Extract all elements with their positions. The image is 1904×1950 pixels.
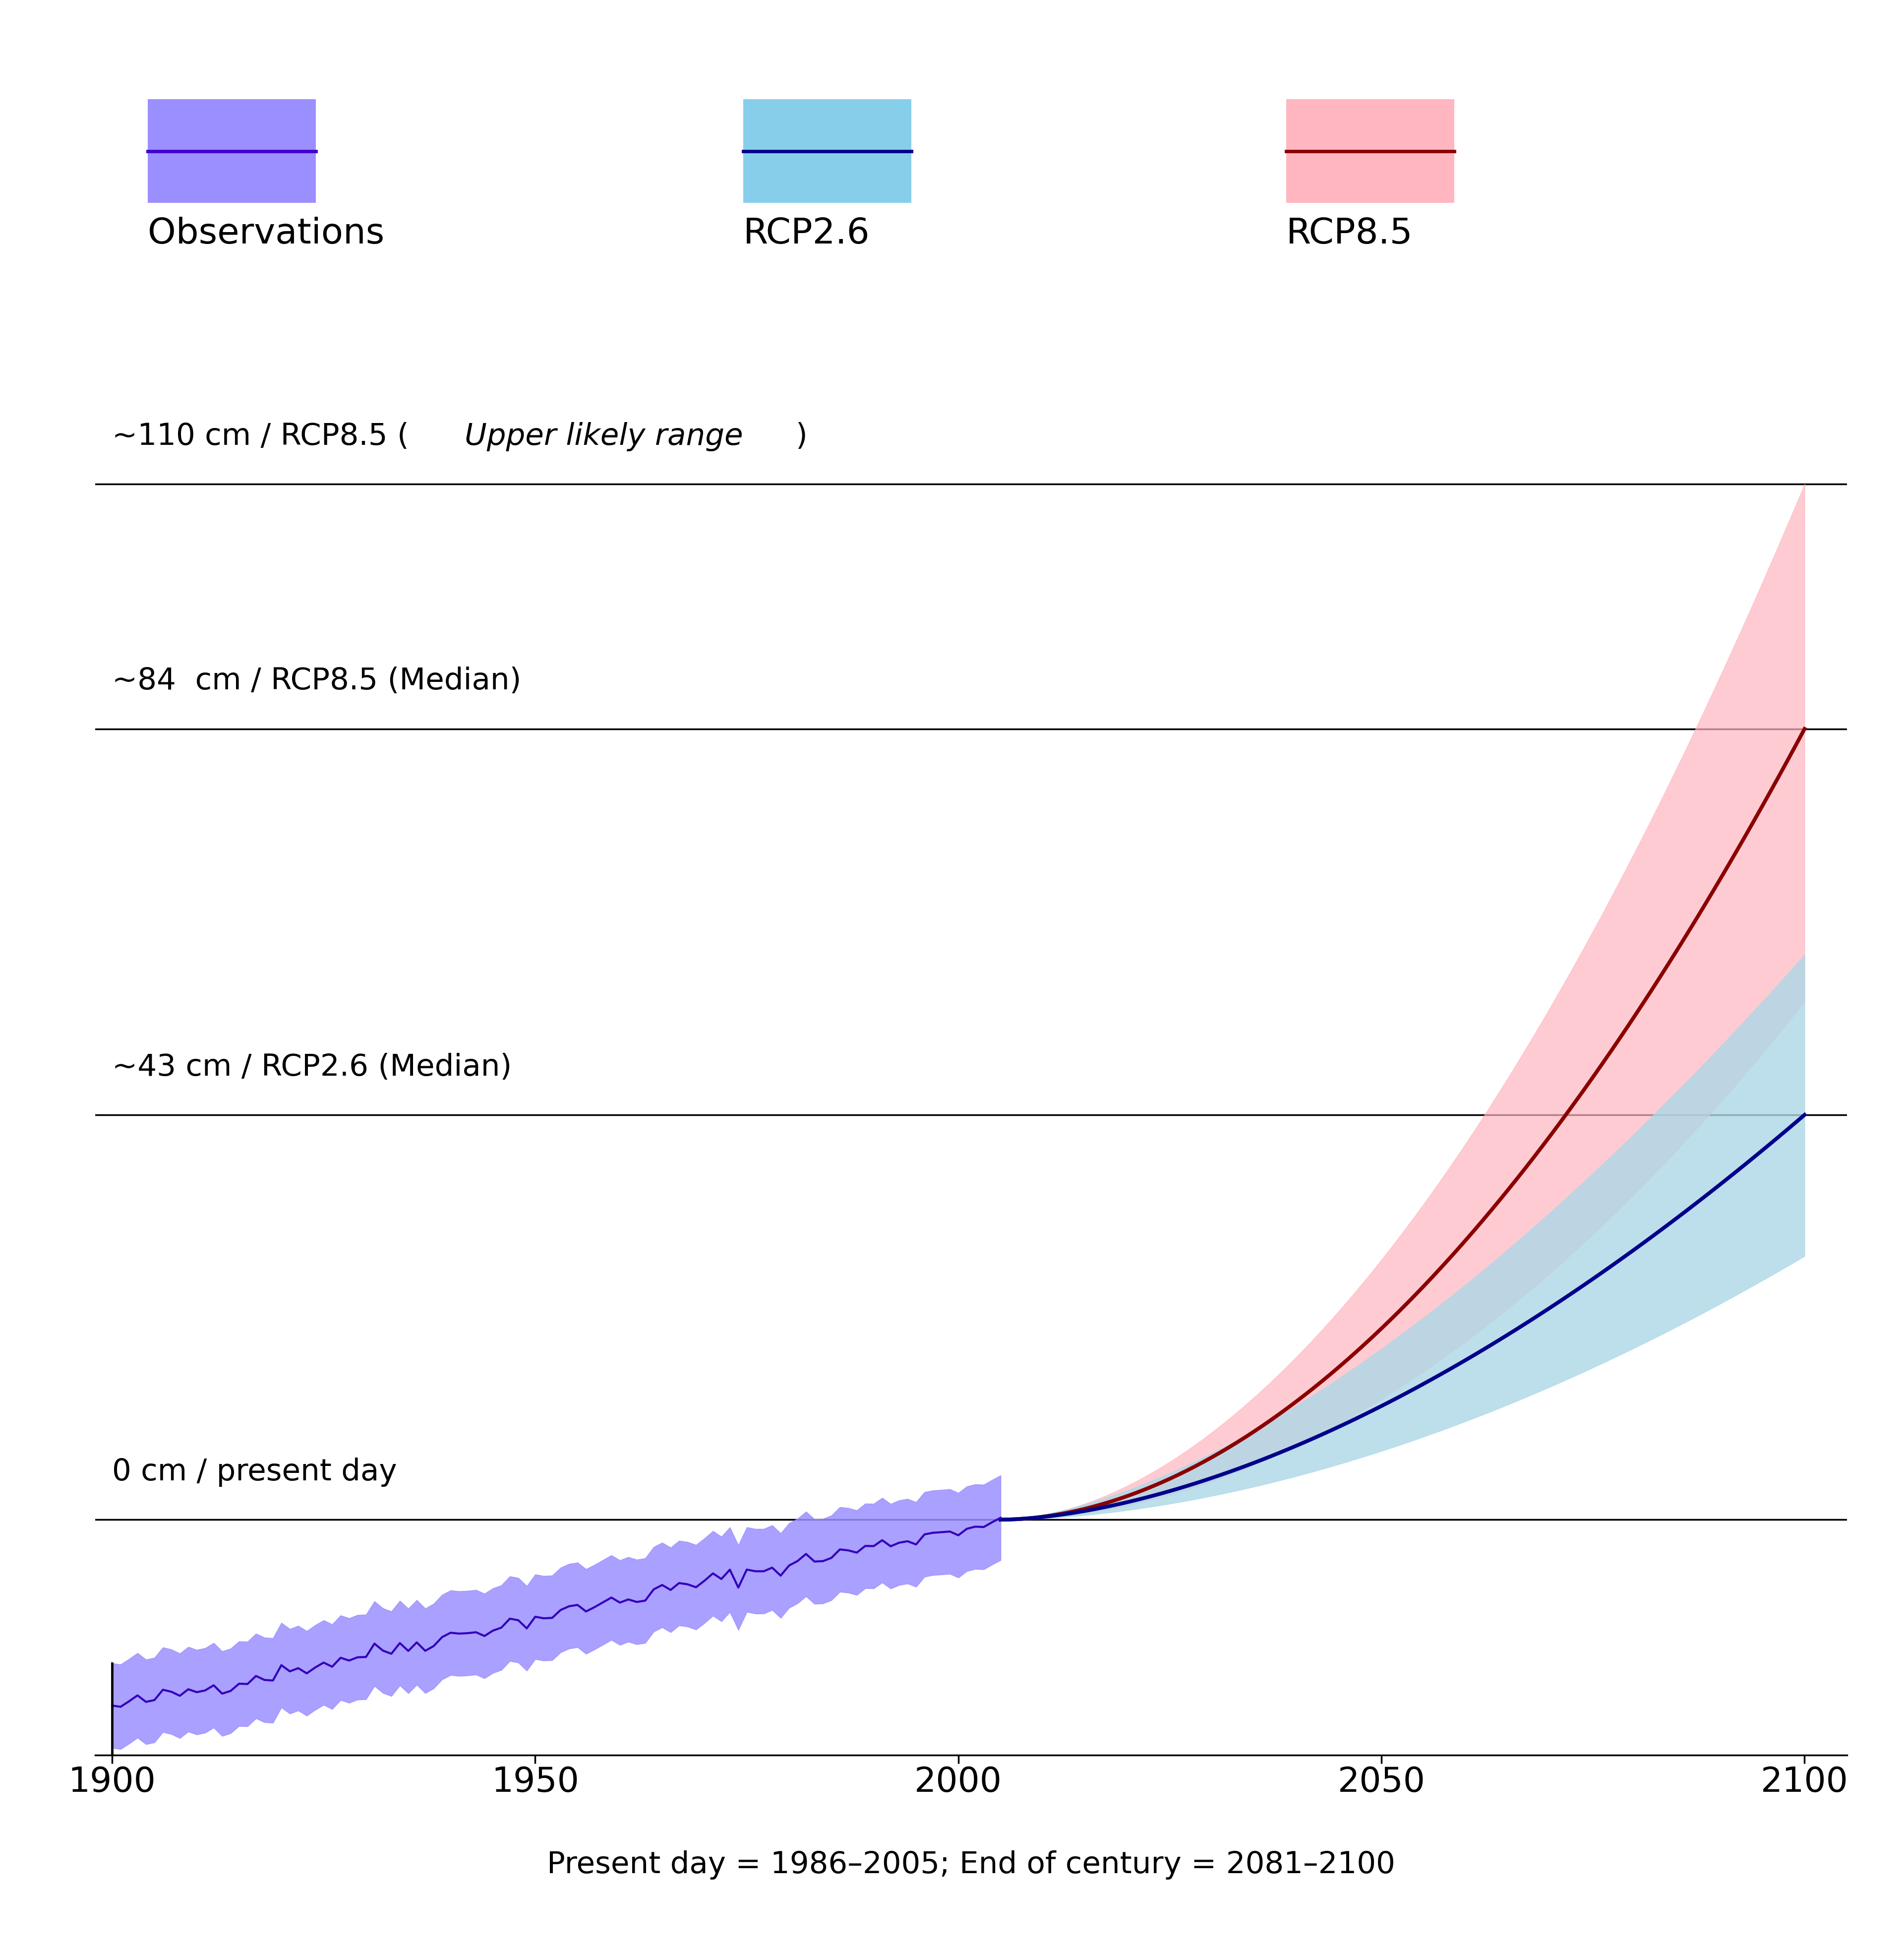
Text: ~84  cm / RCP8.5 (Median): ~84 cm / RCP8.5 (Median) [112,667,522,696]
FancyBboxPatch shape [743,99,912,203]
Text: ~43 cm / RCP2.6 (Median): ~43 cm / RCP2.6 (Median) [112,1053,512,1082]
Text: ~110 cm / RCP8.5 (: ~110 cm / RCP8.5 ( [112,421,409,450]
Text: Upper likely range: Upper likely range [465,421,743,450]
Text: RCP8.5: RCP8.5 [1287,216,1413,252]
Text: RCP2.6: RCP2.6 [743,216,870,252]
Text: ): ) [796,421,807,450]
Text: 0 cm / present day: 0 cm / present day [112,1457,396,1486]
FancyBboxPatch shape [1287,99,1455,203]
Text: Observations: Observations [149,216,385,252]
Text: Present day = 1986–2005; End of century = 2081–2100: Present day = 1986–2005; End of century … [546,1851,1396,1880]
FancyBboxPatch shape [149,99,316,203]
